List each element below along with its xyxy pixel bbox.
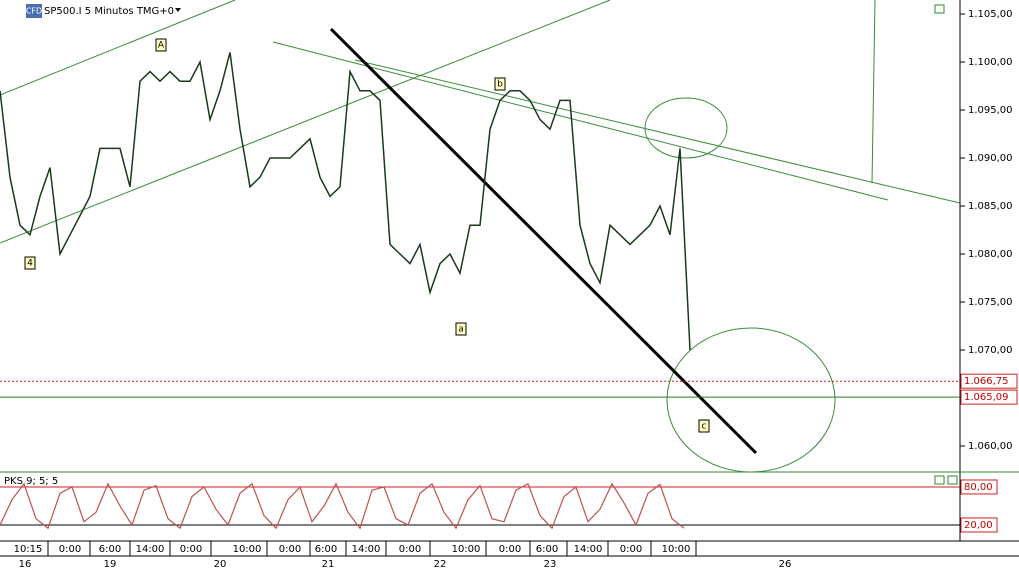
maximize-button[interactable] <box>934 475 945 485</box>
price-tag <box>960 373 1018 389</box>
y-tick-label: 1.060,00 <box>968 441 1013 452</box>
wave-label-box <box>494 77 506 91</box>
y-tick-label: 1.090,00 <box>968 153 1013 164</box>
time-label: 0:00 <box>180 544 202 555</box>
time-label: 6:00 <box>536 544 558 555</box>
y-tick-label: 1.085,00 <box>968 201 1013 212</box>
downtrend-line <box>329 27 758 455</box>
wave-label-box <box>155 38 167 52</box>
logo-box <box>26 4 42 18</box>
oscillator-line <box>0 482 685 530</box>
day-label: 20 <box>214 559 227 570</box>
wave-label: c <box>702 422 707 432</box>
day-label: 19 <box>104 559 117 570</box>
time-label: 14:00 <box>136 544 165 555</box>
time-label: 14:00 <box>352 544 381 555</box>
channel-line <box>0 0 611 244</box>
vertical-line <box>871 0 876 184</box>
price-tag <box>960 389 1018 405</box>
day-label: 22 <box>434 559 447 570</box>
time-label: 0:00 <box>399 544 421 555</box>
wave-label: 4 <box>27 259 33 269</box>
time-label: 10:00 <box>233 544 262 555</box>
time-label: 0:00 <box>59 544 81 555</box>
day-label: 16 <box>19 559 32 570</box>
y-tick-label: 1.075,00 <box>968 297 1013 308</box>
day-label: 21 <box>322 559 335 570</box>
maximize-button[interactable] <box>934 4 945 14</box>
wave-label-box <box>698 419 710 433</box>
y-tick-label: 1.070,00 <box>968 345 1013 356</box>
price-line <box>0 52 691 351</box>
oscillator-title: PKS 9; 5; 5 <box>4 476 58 487</box>
wave-label-box <box>24 256 36 270</box>
y-tick-label: 1.095,00 <box>968 105 1013 116</box>
day-label: 23 <box>544 559 557 570</box>
chart-title: SP500.I 5 Minutos TMG+0 <box>44 6 174 17</box>
time-label: 0:00 <box>620 544 642 555</box>
trend-line <box>354 59 961 204</box>
time-label: 0:00 <box>499 544 521 555</box>
channel-line <box>0 0 236 96</box>
time-label: 10:00 <box>662 544 691 555</box>
circle <box>644 97 728 159</box>
level-tag <box>960 517 998 533</box>
time-label: 6:00 <box>315 544 337 555</box>
level-tag-label: 80,00 <box>964 482 993 493</box>
day-label: 26 <box>779 559 792 570</box>
time-label: 14:00 <box>574 544 603 555</box>
wave-label-box <box>455 322 467 336</box>
time-label: 6:00 <box>99 544 121 555</box>
wave-label: b <box>497 80 503 90</box>
y-tick-label: 1.105,00 <box>968 9 1013 20</box>
price-tag-label: 1.065,09 <box>964 392 1009 403</box>
y-tick-label: 1.080,00 <box>968 249 1013 260</box>
time-label: 0:00 <box>279 544 301 555</box>
wave-label: a <box>458 325 464 335</box>
wave-label: A <box>158 41 165 51</box>
logo: CFD <box>26 7 42 16</box>
level-tag-label: 20,00 <box>964 520 993 531</box>
price-tag-label: 1.066,75 <box>964 376 1009 387</box>
price-panel <box>0 52 691 351</box>
time-label: 10:00 <box>452 544 481 555</box>
title-dropdown[interactable] <box>175 8 181 12</box>
drawings <box>0 0 961 473</box>
trend-line <box>272 41 889 201</box>
time-label: 10:15 <box>14 544 43 555</box>
close-button[interactable] <box>947 475 958 485</box>
level-tag <box>960 479 998 495</box>
y-tick-label: 1.100,00 <box>968 57 1013 68</box>
